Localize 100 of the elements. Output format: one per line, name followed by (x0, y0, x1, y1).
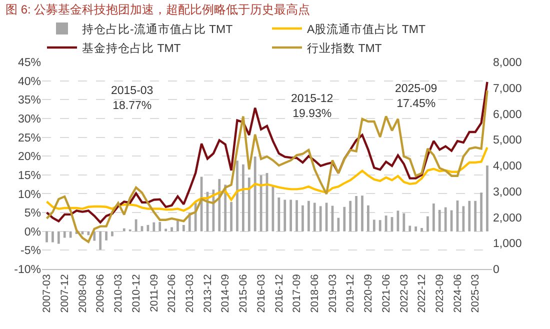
bar (486, 166, 488, 232)
bar (337, 218, 340, 232)
x-tick-label: 2007-12 (59, 274, 72, 313)
bar (480, 192, 482, 232)
y-tick-label: -5% (20, 245, 41, 258)
y-tick-label: 15% (18, 170, 41, 182)
bar (87, 231, 90, 236)
legend-label: 基金持仓占比 TMT (82, 42, 181, 55)
bar (93, 231, 96, 241)
bar (111, 231, 114, 236)
bar (182, 224, 185, 232)
y-tick-label: 20% (18, 151, 41, 164)
y-tick-label: 5% (24, 208, 41, 220)
bar (105, 231, 108, 240)
x-tick-label: 2009-06 (94, 274, 107, 313)
bar (158, 222, 162, 232)
bar (444, 207, 447, 232)
bar (284, 200, 286, 232)
y-tick-label: 25% (18, 132, 41, 144)
x-tick-label: 2017-09 (291, 274, 304, 313)
x-tick-label: 2014-09 (220, 274, 232, 313)
y-tick-label: 0% (24, 226, 41, 238)
legend-label: 行业指数 TMT (307, 42, 382, 55)
bar (313, 202, 316, 232)
x-tick-label: 2015-06 (238, 274, 250, 313)
x-tick-label: 2013-03 (184, 274, 196, 313)
x-tick-label: 2025-03 (470, 274, 482, 313)
x-tick-label: 2016-12 (273, 274, 286, 313)
x-tick-label: 2008-09 (76, 274, 89, 313)
line-series (46, 146, 488, 212)
x-tick-label: 2010-03 (112, 274, 125, 313)
bar (278, 197, 280, 232)
bar (248, 178, 250, 232)
bar (254, 156, 256, 232)
bar (319, 206, 322, 232)
legend-label: A股流通市值占比 TMT (307, 22, 426, 36)
bar (355, 196, 358, 232)
bar (432, 204, 435, 232)
y2-tick-label: 5,000 (493, 134, 522, 147)
bar (414, 226, 417, 232)
x-tick-label: 2023-09 (434, 274, 446, 313)
bar (468, 200, 471, 232)
x-tick-label: 2021-06 (380, 274, 392, 313)
bar (152, 222, 156, 232)
x-tick-label: 2020-09 (362, 274, 375, 313)
bar (378, 220, 382, 232)
bar (69, 231, 72, 238)
bar (164, 228, 167, 232)
y-tick-label: -10% (14, 264, 41, 276)
y-tick-label: 30% (18, 113, 41, 126)
bar (372, 220, 376, 232)
x-tick-label: 2018-06 (309, 274, 322, 313)
x-tick-label: 2011-09 (148, 274, 160, 312)
legend-label: 持仓占比-流通市值占比 TMT (82, 22, 233, 36)
x-tick-label: 2024-06 (452, 274, 464, 313)
x-tick-label: 2016-03 (255, 274, 268, 313)
bar (302, 205, 304, 232)
y2-tick-label: 4,000 (493, 160, 522, 173)
y2-tick-label: 0 (493, 264, 500, 276)
y2-tick-label: 7,000 (493, 82, 522, 95)
y-tick-label: 40% (18, 76, 41, 88)
x-tick-label: 2007-03 (41, 274, 54, 313)
bar (420, 228, 423, 232)
annotation: 2025-09 17.45% (395, 83, 438, 110)
y-tick-label: 10% (18, 188, 41, 201)
bar (349, 200, 352, 232)
bar (290, 200, 292, 232)
bar (230, 202, 232, 232)
y2-tick-label: 2,000 (493, 212, 522, 224)
y2-tick-label: 3,000 (493, 186, 522, 198)
annotation: 2015-03 18.77% (111, 85, 154, 112)
y-tick-label: 45% (18, 57, 41, 70)
bar (296, 200, 298, 232)
x-tick-label: 2013-12 (202, 274, 214, 313)
y2-tick-label: 6,000 (493, 108, 522, 121)
x-tick-label: 2019-03 (326, 274, 339, 313)
x-tick-label: 2012-06 (166, 274, 178, 313)
annotation: 2015-12 19.93% (291, 93, 334, 120)
line-series (46, 80, 488, 224)
bar (474, 200, 477, 232)
y2-tick-label: 1,000 (493, 238, 522, 250)
bar (46, 231, 48, 242)
bar (438, 210, 441, 232)
bar (122, 228, 126, 232)
bar (367, 205, 370, 232)
bar (307, 200, 310, 232)
y-tick-label: 35% (18, 94, 41, 107)
bar (242, 164, 244, 232)
chart-title: 图 6: 公募基金科技抱团加速，超配比例略低于历史最高点 (6, 2, 310, 16)
y2-tick-label: 8,000 (493, 57, 522, 70)
bar (57, 231, 60, 244)
bar (462, 206, 465, 232)
bar (402, 213, 406, 232)
bar (170, 227, 173, 232)
bar (63, 231, 66, 238)
bar (426, 216, 429, 232)
x-tick-label: 2019-12 (344, 274, 357, 313)
bar (361, 196, 364, 232)
bar (52, 231, 54, 242)
bar (99, 231, 102, 250)
